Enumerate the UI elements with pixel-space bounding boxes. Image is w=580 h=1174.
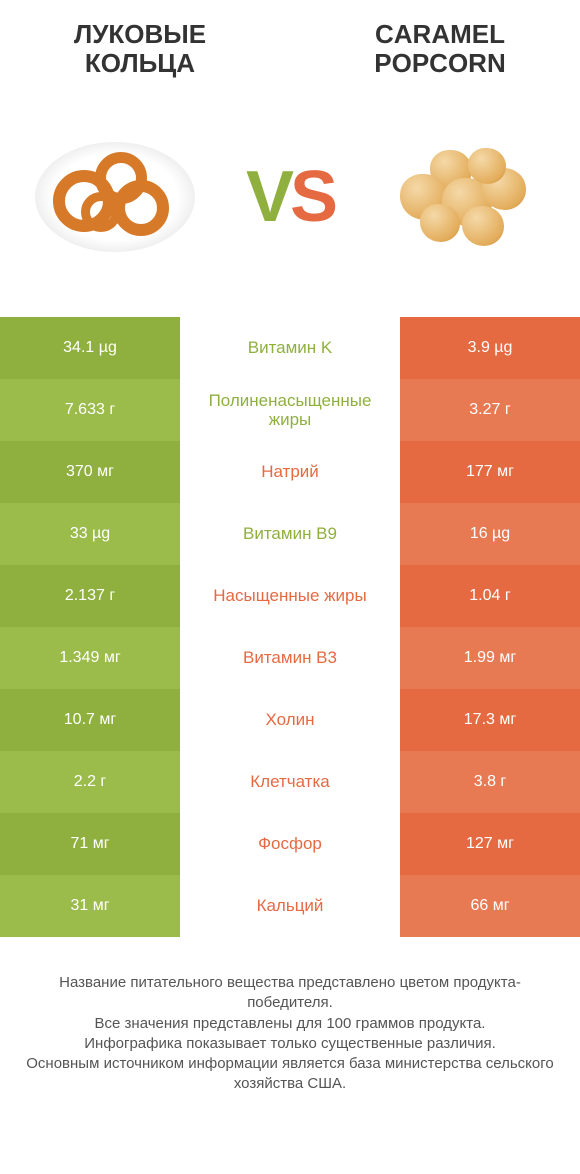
footer-line-4: Основным источником информации является … — [22, 1054, 558, 1095]
footer-line-2: Все значения представлены для 100 граммо… — [22, 1014, 558, 1034]
value-left: 33 µg — [0, 503, 180, 565]
nutrient-label: Клетчатка — [180, 751, 400, 813]
header: ЛУКОВЫЕ КОЛЬЦА CARAMEL POPCORN — [0, 0, 580, 87]
value-right: 177 мг — [400, 441, 580, 503]
product-title-right: CARAMEL POPCORN — [330, 20, 550, 77]
footer-notes: Название питательного вещества представл… — [0, 937, 580, 1115]
value-left: 7.633 г — [0, 379, 180, 441]
vs-v: V — [246, 157, 290, 237]
value-left: 34.1 µg — [0, 317, 180, 379]
table-row: 1.349 мгВитамин B31.99 мг — [0, 627, 580, 689]
value-right: 3.8 г — [400, 751, 580, 813]
value-right: 1.99 мг — [400, 627, 580, 689]
nutrient-label: Витамин B3 — [180, 627, 400, 689]
value-left: 370 мг — [0, 441, 180, 503]
value-right: 66 мг — [400, 875, 580, 937]
value-right: 16 µg — [400, 503, 580, 565]
product-title-left: ЛУКОВЫЕ КОЛЬЦА — [30, 20, 250, 77]
infographic-container: ЛУКОВЫЕ КОЛЬЦА CARAMEL POPCORN VS — [0, 0, 580, 1115]
value-right: 17.3 мг — [400, 689, 580, 751]
value-right: 1.04 г — [400, 565, 580, 627]
footer-line-3: Инфографика показывает только существенн… — [22, 1034, 558, 1054]
value-right: 127 мг — [400, 813, 580, 875]
nutrient-label: Полиненасыщенные жиры — [180, 379, 400, 441]
nutrient-label: Витамин K — [180, 317, 400, 379]
table-row: 370 мгНатрий177 мг — [0, 441, 580, 503]
vs-s: S — [290, 157, 334, 237]
nutrient-label: Насыщенные жиры — [180, 565, 400, 627]
table-row: 71 мгФосфор127 мг — [0, 813, 580, 875]
onion-rings-image — [30, 132, 200, 262]
nutrient-label: Кальций — [180, 875, 400, 937]
value-left: 71 мг — [0, 813, 180, 875]
footer-line-1: Название питательного вещества представл… — [22, 973, 558, 1014]
table-row: 34.1 µgВитамин K3.9 µg — [0, 317, 580, 379]
hero-row: VS — [0, 87, 580, 317]
nutrient-label: Холин — [180, 689, 400, 751]
value-left: 2.137 г — [0, 565, 180, 627]
caramel-popcorn-image — [380, 132, 550, 262]
table-row: 33 µgВитамин B916 µg — [0, 503, 580, 565]
vs-label: VS — [246, 156, 334, 238]
value-left: 10.7 мг — [0, 689, 180, 751]
value-right: 3.9 µg — [400, 317, 580, 379]
nutrient-label: Фосфор — [180, 813, 400, 875]
value-left: 31 мг — [0, 875, 180, 937]
nutrient-label: Натрий — [180, 441, 400, 503]
table-row: 2.137 гНасыщенные жиры1.04 г — [0, 565, 580, 627]
table-row: 31 мгКальций66 мг — [0, 875, 580, 937]
comparison-table: 34.1 µgВитамин K3.9 µg7.633 гПолиненасыщ… — [0, 317, 580, 937]
table-row: 10.7 мгХолин17.3 мг — [0, 689, 580, 751]
table-row: 2.2 гКлетчатка3.8 г — [0, 751, 580, 813]
value-left: 2.2 г — [0, 751, 180, 813]
nutrient-label: Витамин B9 — [180, 503, 400, 565]
value-right: 3.27 г — [400, 379, 580, 441]
table-row: 7.633 гПолиненасыщенные жиры3.27 г — [0, 379, 580, 441]
value-left: 1.349 мг — [0, 627, 180, 689]
